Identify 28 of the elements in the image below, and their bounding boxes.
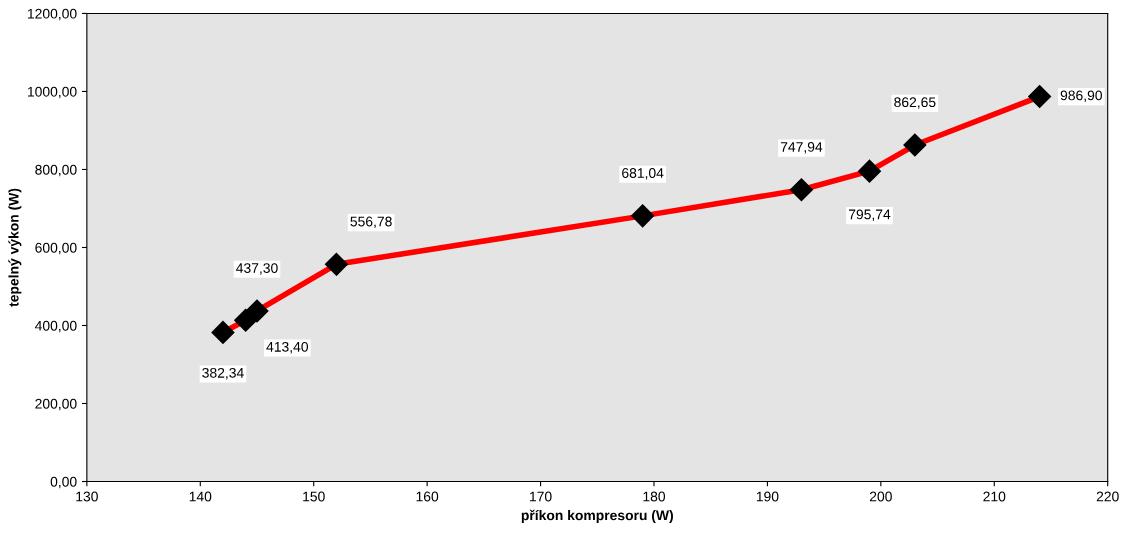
x-tick-label: 130 bbox=[76, 491, 98, 502]
data-label: 862,65 bbox=[894, 97, 936, 109]
x-tick-label: 140 bbox=[189, 491, 212, 502]
data-label: 795,74 bbox=[848, 209, 891, 221]
y-tick-label: 1000,00 bbox=[27, 86, 77, 99]
x-tick-label: 200 bbox=[869, 491, 892, 502]
y-tick-label: 400,00 bbox=[34, 320, 77, 333]
x-tick-label: 180 bbox=[643, 491, 666, 502]
y-tick-label: 1200,00 bbox=[27, 8, 77, 21]
x-tick-label: 150 bbox=[303, 491, 325, 502]
x-tick-label: 210 bbox=[983, 491, 1006, 502]
data-label: 382,34 bbox=[202, 367, 244, 380]
x-tick-label: 170 bbox=[530, 491, 552, 502]
x-axis-title: příkon kompresoru (W) bbox=[521, 509, 673, 523]
data-label: 556,78 bbox=[350, 216, 392, 229]
y-tick-label: 600,00 bbox=[35, 242, 77, 255]
x-tick-label: 160 bbox=[416, 491, 439, 502]
x-tick-label: 220 bbox=[1096, 491, 1119, 502]
y-tick-label: 200,00 bbox=[35, 398, 77, 411]
data-label: 986,90 bbox=[1060, 90, 1103, 102]
y-tick-label: 800,00 bbox=[35, 164, 77, 177]
y-axis-title: tepelný výkon (W) bbox=[8, 188, 22, 307]
data-label: 413,40 bbox=[266, 341, 309, 354]
data-label: 747,94 bbox=[780, 142, 823, 154]
data-label: 681,04 bbox=[622, 168, 664, 180]
x-tick-label: 190 bbox=[756, 491, 779, 502]
y-tick-label: 0,00 bbox=[50, 476, 77, 489]
data-label: 437,30 bbox=[236, 263, 278, 275]
